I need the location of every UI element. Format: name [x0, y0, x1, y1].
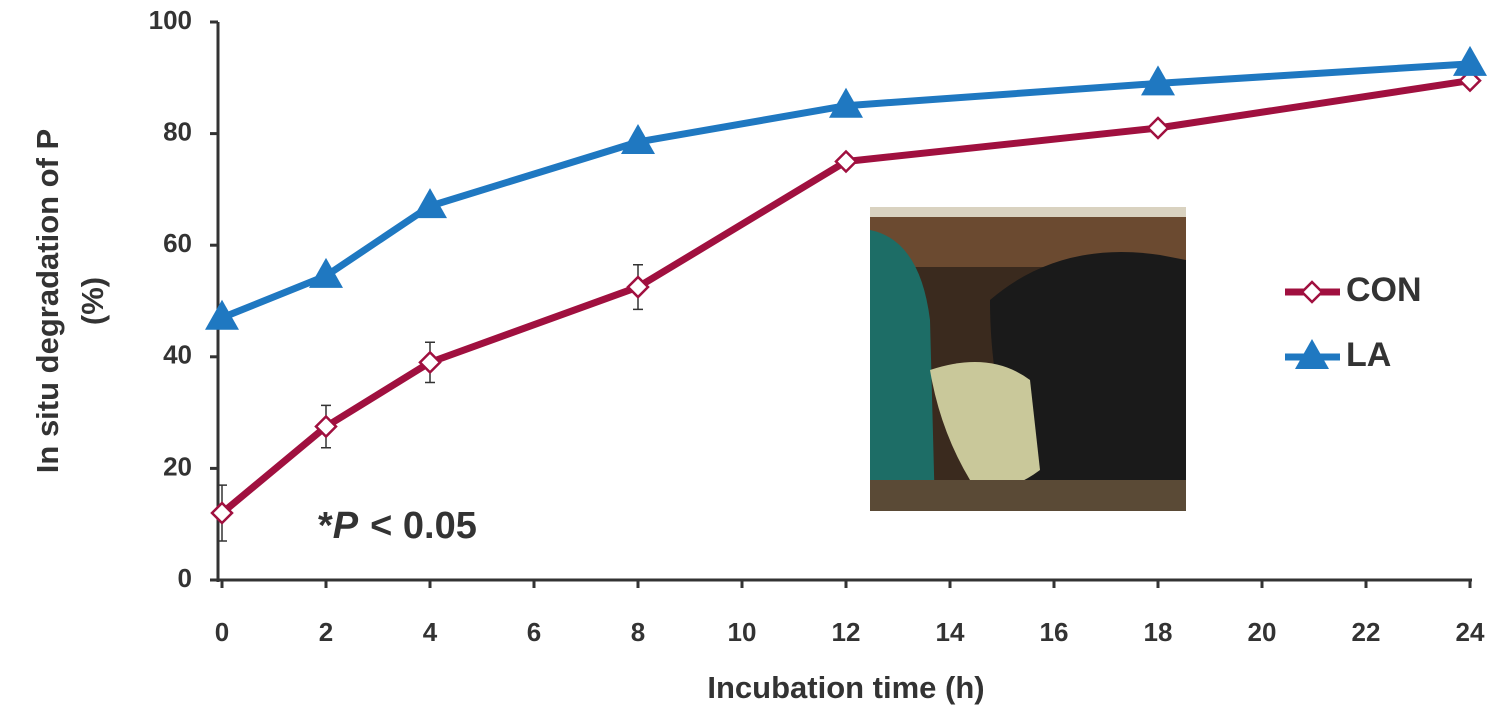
y-tick-label: 100	[149, 5, 192, 35]
y-tick-label: 20	[163, 451, 192, 481]
annotation-part: P	[333, 505, 359, 547]
x-tick-label: 10	[728, 617, 757, 647]
marker	[210, 501, 234, 525]
marker	[621, 123, 655, 154]
x-tick-label: 20	[1248, 617, 1277, 647]
legend-marker	[1300, 280, 1324, 304]
marker	[829, 87, 863, 118]
x-tick-label: 0	[215, 617, 229, 647]
x-tick-label: 14	[936, 617, 965, 647]
x-tick-label: 12	[832, 617, 861, 647]
x-tick-label: 18	[1144, 617, 1173, 647]
legend-label: LA	[1346, 336, 1391, 374]
marker	[413, 188, 447, 219]
series-line	[219, 77, 1471, 516]
x-tick-label: 22	[1352, 617, 1381, 647]
annotation: *P < 0.05	[318, 505, 477, 547]
y-tick-label: 0	[178, 563, 192, 593]
x-tick-label: 24	[1456, 617, 1485, 647]
x-tick-label: 6	[527, 617, 541, 647]
photo-inset	[870, 207, 1186, 511]
y-tick-label: 40	[163, 340, 192, 370]
legend-label: CON	[1346, 271, 1422, 309]
marker	[1453, 45, 1487, 76]
marker	[314, 414, 338, 439]
annotation-part: *	[318, 505, 333, 547]
marker	[626, 275, 650, 299]
marker	[418, 350, 442, 375]
y-axis-title: (%)	[75, 277, 110, 325]
marker	[1146, 116, 1170, 140]
y-axis-title: In situ degradation of P	[30, 129, 65, 473]
x-axis-title: Incubation time (h)	[707, 670, 984, 705]
x-tick-label: 8	[631, 617, 645, 647]
y-tick-label: 60	[163, 228, 192, 258]
marker	[1141, 65, 1175, 96]
annotation-part: < 0.05	[370, 505, 477, 547]
y-tick-label: 80	[163, 116, 192, 146]
x-tick-label: 2	[319, 617, 333, 647]
x-tick-label: 16	[1040, 617, 1069, 647]
marker	[205, 299, 239, 330]
marker	[834, 149, 858, 174]
x-tick-label: 4	[423, 617, 438, 647]
marker	[309, 257, 343, 288]
legend-marker	[1295, 339, 1329, 369]
